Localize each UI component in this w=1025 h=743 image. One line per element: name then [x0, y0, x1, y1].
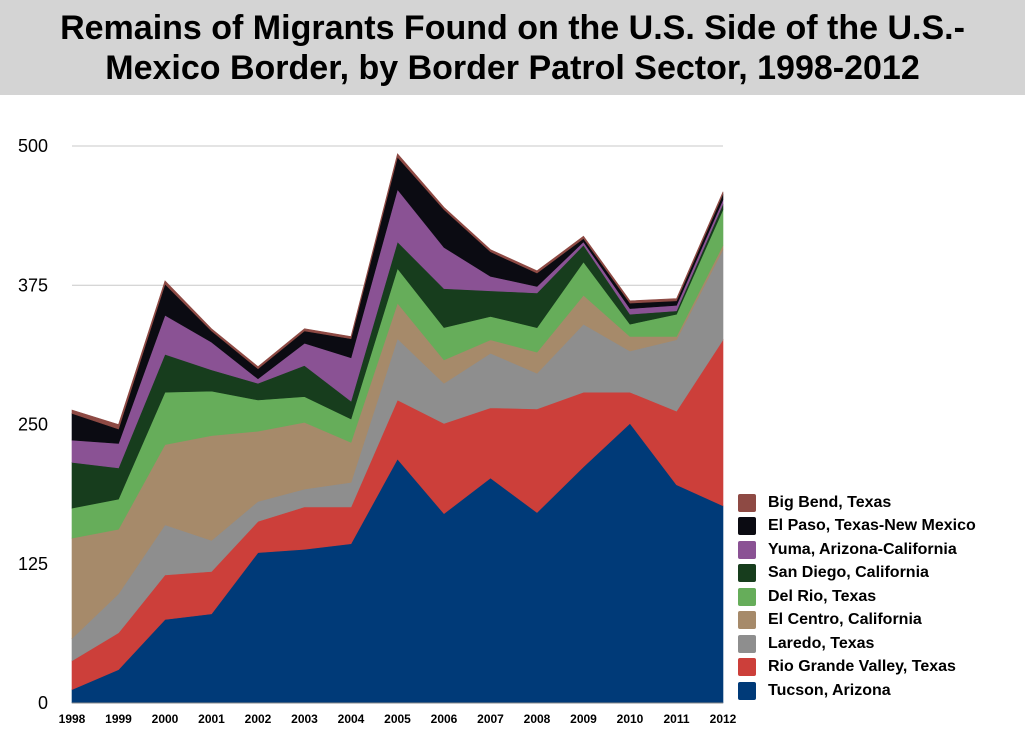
x-tick-label: 2008 [524, 712, 551, 726]
legend-swatch [738, 493, 756, 512]
chart-title: Remains of Migrants Found on the U.S. Si… [60, 8, 965, 87]
x-tick-label: 2000 [152, 712, 179, 726]
legend-item-rio-grande-valley-texas: Rio Grande Valley, Texas [738, 656, 1023, 680]
legend-item-el-centro-california: El Centro, California [738, 609, 1023, 633]
legend-swatch [738, 658, 756, 677]
legend-item-laredo-texas: Laredo, Texas [738, 632, 1023, 656]
legend-swatch [738, 587, 756, 606]
y-tick-label: 0 [38, 693, 48, 713]
legend-swatch [738, 540, 756, 559]
legend-item-del-rio-texas: Del Rio, Texas [738, 585, 1023, 609]
x-tick-label: 2010 [617, 712, 644, 726]
y-tick-label: 375 [18, 275, 48, 295]
legend-label: El Paso, Texas-New Mexico [768, 517, 976, 535]
y-tick-label: 250 [18, 415, 48, 435]
legend-label: Rio Grande Valley, Texas [768, 658, 956, 676]
x-tick-label: 2009 [570, 712, 597, 726]
legend-label: Yuma, Arizona-California [768, 540, 957, 558]
title-band: Remains of Migrants Found on the U.S. Si… [0, 0, 1025, 95]
legend-item-tucson-arizona: Tucson, Arizona [738, 679, 1023, 703]
legend-swatch [738, 517, 756, 536]
legend-swatch [738, 611, 756, 630]
legend-label: El Centro, California [768, 611, 922, 629]
legend-label: Del Rio, Texas [768, 587, 877, 605]
legend-swatch [738, 564, 756, 583]
area-big-bend-texas [71, 153, 724, 430]
x-tick-label: 2005 [384, 712, 411, 726]
x-tick-label: 2001 [198, 712, 225, 726]
y-tick-label: 500 [18, 136, 48, 156]
legend-label: Big Bend, Texas [768, 493, 892, 511]
x-tick-label: 2002 [245, 712, 272, 726]
x-tick-label: 1998 [59, 712, 86, 726]
x-tick-label: 2007 [477, 712, 504, 726]
legend-item-big-bend-texas: Big Bend, Texas [738, 491, 1023, 515]
x-tick-label: 1999 [105, 712, 132, 726]
chart-legend: Big Bend, Texas El Paso, Texas-New Mexico… [738, 491, 1023, 703]
legend-item-san-diego-california: San Diego, California [738, 562, 1023, 586]
legend-swatch [738, 634, 756, 653]
legend-label: San Diego, California [768, 564, 929, 582]
legend-label: Tucson, Arizona [768, 681, 891, 699]
y-tick-label: 125 [18, 554, 48, 574]
legend-item-yuma-arizona-california: Yuma, Arizona-California [738, 538, 1023, 562]
x-tick-label: 2004 [338, 712, 365, 726]
x-tick-label: 2006 [431, 712, 458, 726]
x-tick-label: 2003 [291, 712, 318, 726]
legend-label: Laredo, Texas [768, 634, 875, 652]
x-tick-label: 2012 [710, 712, 737, 726]
legend-swatch [738, 681, 756, 700]
legend-item-el-paso-texas-new-mexico: El Paso, Texas-New Mexico [738, 515, 1023, 539]
x-tick-label: 2011 [663, 712, 689, 726]
